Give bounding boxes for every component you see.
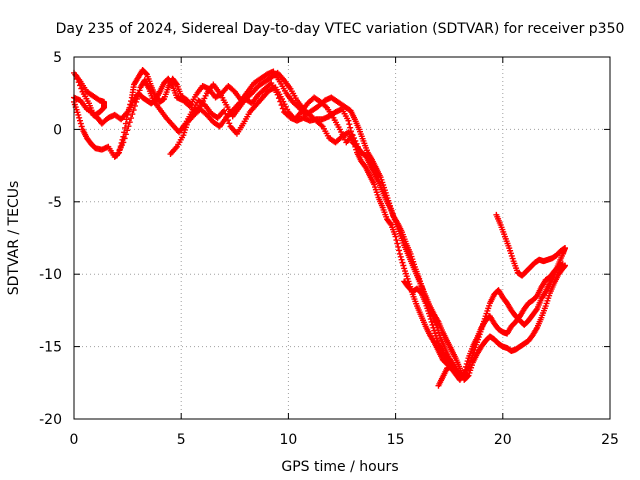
data-point (77, 82, 84, 89)
y-tick-label: -5 (48, 195, 62, 211)
data-point (345, 117, 352, 124)
data-point (222, 110, 229, 117)
y-axis-label: SDTVAR / TECUs (6, 181, 22, 296)
data-point (533, 307, 540, 314)
data-point (129, 111, 136, 118)
data-point (128, 115, 135, 122)
data-point (173, 80, 180, 87)
data-point (318, 122, 325, 129)
data-point (278, 102, 285, 109)
data-point (143, 70, 150, 77)
data-point (133, 98, 140, 105)
x-tick-label: 0 (70, 432, 79, 448)
data-point (346, 121, 353, 128)
y-tick-label: -15 (39, 340, 62, 356)
x-tick-label: 15 (387, 432, 405, 448)
data-points (71, 67, 568, 389)
data-point (354, 143, 361, 150)
data-point (347, 124, 354, 131)
data-point (134, 93, 141, 100)
data-point (322, 103, 329, 110)
data-point (456, 370, 463, 377)
data-point (77, 120, 84, 127)
data-point (123, 116, 130, 123)
axis-ticks: 0 5 10 15 20 25 -20 -15 -10 -5 0 5 (39, 50, 619, 448)
data-point (427, 316, 434, 323)
data-point (430, 324, 437, 331)
data-point (75, 79, 82, 86)
data-point (349, 132, 356, 139)
y-tick-label: 5 (53, 50, 62, 66)
data-point (77, 117, 84, 124)
series-track-5 (113, 77, 363, 159)
y-tick-label: 0 (53, 122, 62, 138)
data-point (131, 102, 138, 109)
data-point (387, 220, 394, 227)
data-point (120, 139, 127, 146)
data-point (279, 105, 286, 112)
data-point (398, 256, 405, 263)
data-point (400, 262, 407, 269)
data-point (224, 117, 231, 124)
x-tick-label: 5 (177, 432, 186, 448)
series-track-7 (493, 211, 568, 279)
data-point (124, 127, 131, 134)
data-point (428, 318, 435, 325)
data-point (561, 245, 568, 252)
data-point (78, 123, 85, 130)
x-tick-label: 25 (601, 432, 619, 448)
data-point (561, 262, 568, 269)
data-point (78, 85, 85, 92)
data-point (397, 253, 404, 260)
data-point (392, 233, 399, 240)
x-tick-label: 10 (279, 432, 297, 448)
data-point (399, 259, 406, 266)
data-point (76, 114, 83, 121)
data-point (74, 76, 81, 83)
data-point (393, 237, 400, 244)
data-point (396, 250, 403, 257)
data-point (121, 135, 128, 142)
series-track-8 (401, 278, 463, 378)
y-tick-label: -10 (39, 267, 62, 283)
data-point (429, 321, 436, 328)
x-tick-label: 20 (494, 432, 512, 448)
plot-frame (73, 56, 611, 420)
x-axis-label: GPS time / hours (281, 459, 398, 475)
data-point (75, 111, 82, 118)
data-point (125, 123, 132, 130)
data-point (353, 140, 360, 147)
data-point (134, 95, 141, 102)
data-point (221, 107, 228, 114)
data-point (396, 247, 403, 254)
data-point (226, 120, 233, 127)
data-point (351, 135, 358, 142)
data-point (456, 371, 463, 378)
data-point (223, 113, 230, 120)
data-point (356, 146, 363, 153)
data-point (464, 373, 471, 380)
data-point (130, 106, 137, 113)
data-point (135, 90, 142, 97)
y-tick-label: -20 (39, 412, 62, 428)
data-point (136, 87, 143, 94)
chart-title: Day 235 of 2024, Sidereal Day-to-day VTE… (56, 21, 625, 37)
data-point (352, 137, 359, 144)
data-point (394, 240, 401, 247)
data-point (122, 131, 129, 138)
data-point (426, 313, 433, 320)
data-point (395, 243, 402, 250)
data-point (126, 119, 133, 126)
